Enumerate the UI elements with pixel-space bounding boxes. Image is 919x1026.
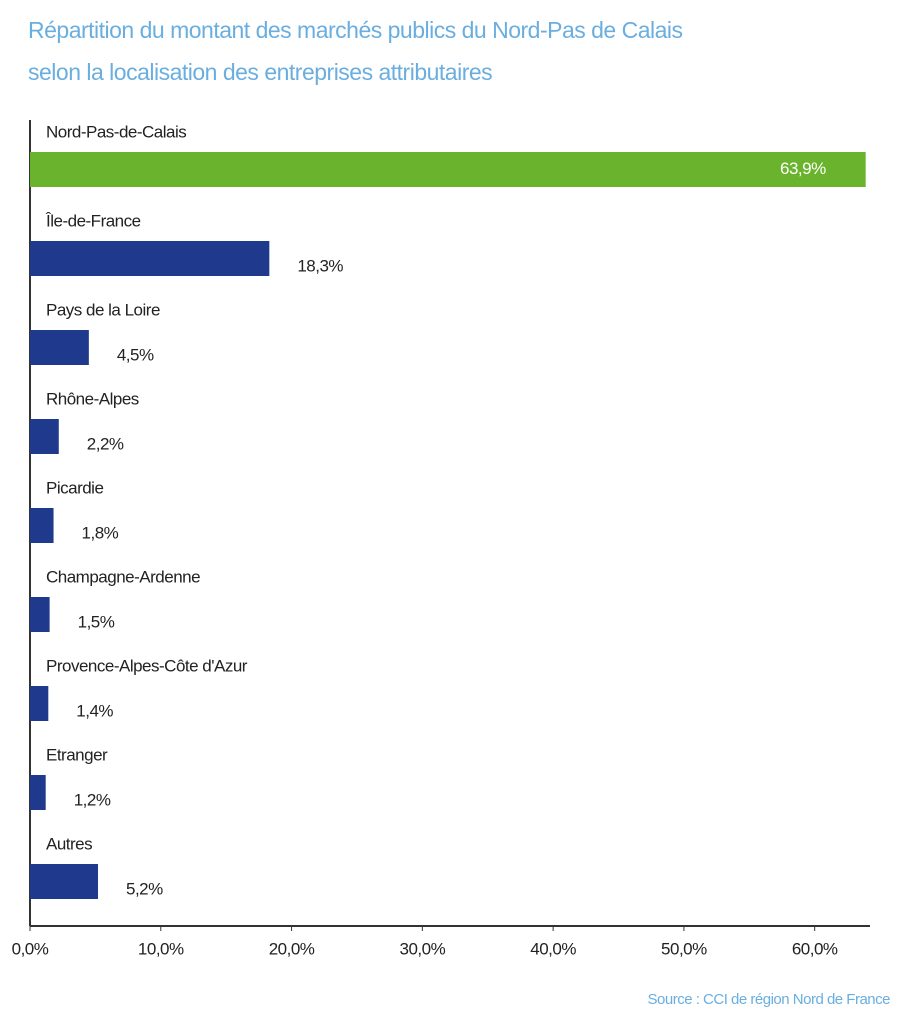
value-label: 1,8% — [82, 523, 119, 542]
category-label: Rhône-Alpes — [46, 389, 139, 408]
value-label: 1,2% — [74, 790, 111, 809]
value-label: 1,4% — [76, 701, 113, 720]
x-tick-label: 40,0% — [530, 939, 576, 958]
category-label: Île-de-France — [45, 211, 141, 230]
chart-title: Répartition du montant des marchés publi… — [28, 17, 683, 43]
bar — [30, 508, 54, 543]
category-label: Autres — [46, 834, 92, 853]
category-label: Champagne-Ardenne — [46, 567, 200, 586]
x-tick-label: 30,0% — [399, 939, 445, 958]
x-tick-label: 60,0% — [792, 939, 838, 958]
category-label: Provence-Alpes-Côte d'Azur — [46, 656, 248, 675]
x-tick-label: 10,0% — [138, 939, 184, 958]
bar — [30, 330, 89, 365]
chart-title: selon la localisation des entreprises at… — [28, 59, 492, 85]
x-tick-label: 50,0% — [661, 939, 707, 958]
category-label: Picardie — [46, 478, 103, 497]
bar — [30, 864, 99, 899]
value-label: 4,5% — [117, 345, 154, 364]
value-label: 18,3% — [297, 256, 343, 275]
bar — [30, 686, 49, 721]
x-tick-label: 0,0% — [12, 939, 49, 958]
value-label: 5,2% — [126, 879, 163, 898]
value-label: 63,9% — [780, 159, 826, 178]
category-label: Etranger — [46, 745, 108, 764]
bar — [30, 775, 46, 810]
value-label: 2,2% — [87, 434, 124, 453]
bar — [30, 597, 50, 632]
bar — [30, 241, 270, 276]
source-note: Source : CCI de région Nord de France — [648, 991, 891, 1008]
category-label: Pays de la Loire — [46, 300, 160, 319]
bar — [30, 419, 59, 454]
value-label: 1,5% — [78, 612, 115, 631]
x-tick-label: 20,0% — [269, 939, 315, 958]
category-label: Nord-Pas-de-Calais — [46, 122, 186, 141]
bar — [30, 152, 866, 187]
